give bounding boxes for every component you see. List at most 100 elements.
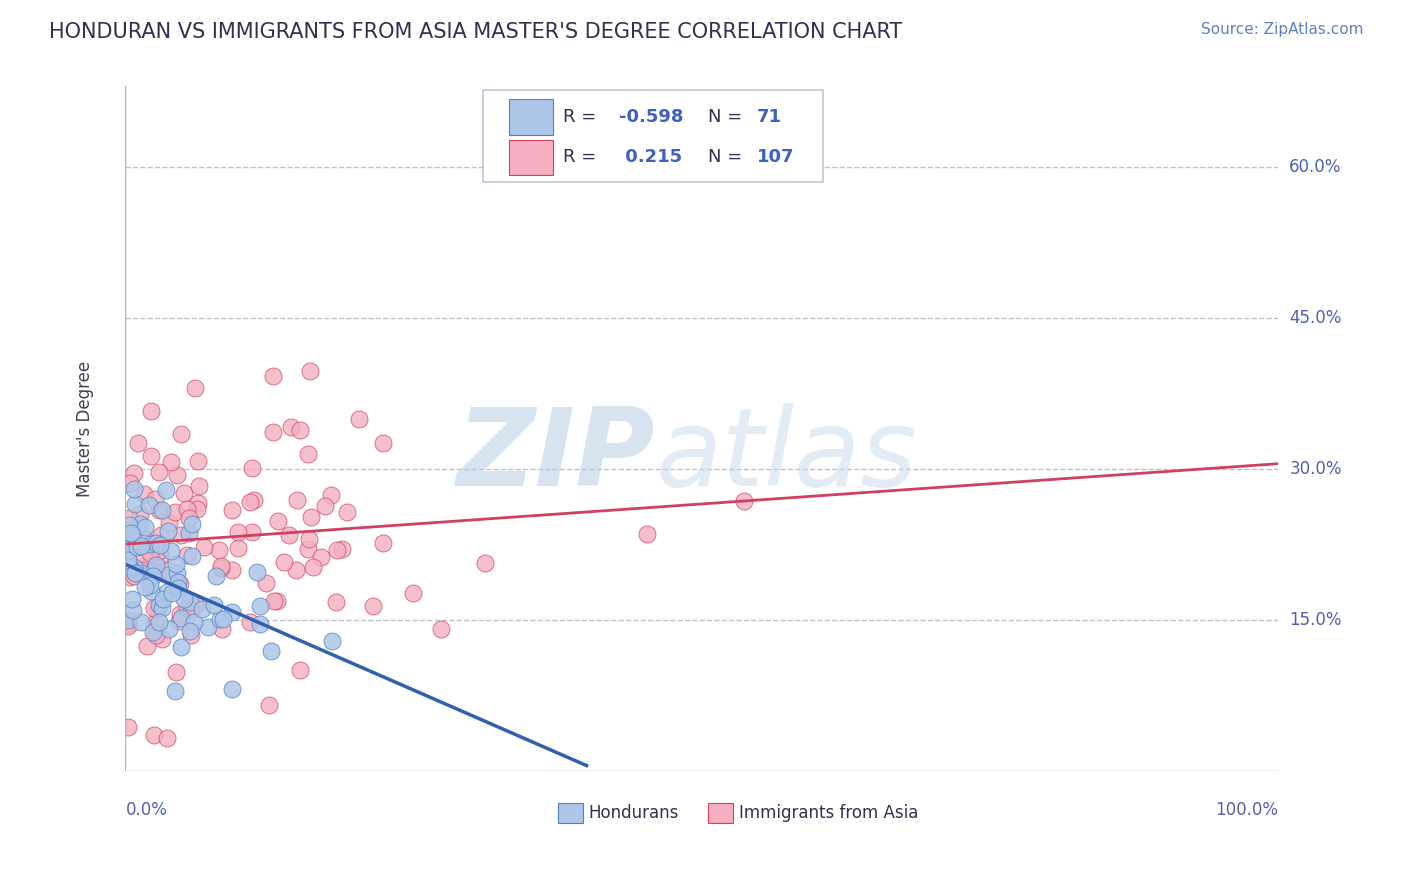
Point xyxy=(187,495,209,509)
Point xyxy=(170,611,193,625)
Point xyxy=(152,591,174,606)
Point xyxy=(143,616,166,631)
Point xyxy=(212,612,235,626)
Point xyxy=(263,593,285,607)
Point xyxy=(117,613,139,627)
Point xyxy=(129,563,152,577)
Point xyxy=(167,574,190,589)
Point xyxy=(118,559,141,574)
Point xyxy=(122,466,145,480)
Point xyxy=(402,586,425,600)
Point xyxy=(118,518,141,533)
FancyBboxPatch shape xyxy=(482,90,823,182)
Point xyxy=(157,516,180,531)
Point xyxy=(117,720,139,734)
Point xyxy=(170,640,193,654)
Point xyxy=(117,543,139,558)
Point xyxy=(371,536,394,550)
Bar xyxy=(509,99,553,135)
Point xyxy=(326,542,349,557)
Point xyxy=(139,403,162,417)
Point xyxy=(127,540,149,554)
Point xyxy=(166,468,188,483)
Point xyxy=(176,502,198,516)
Point xyxy=(117,560,139,574)
Point xyxy=(187,453,209,467)
Point xyxy=(155,483,177,497)
Point xyxy=(179,624,201,639)
Point xyxy=(209,559,232,574)
Point xyxy=(167,581,190,595)
Point xyxy=(162,585,184,599)
Point xyxy=(143,728,166,742)
Point xyxy=(122,538,145,552)
Point xyxy=(180,628,202,642)
Point xyxy=(173,591,195,606)
Point xyxy=(314,499,336,513)
Point xyxy=(165,684,187,698)
Point xyxy=(202,598,225,612)
Point xyxy=(373,435,395,450)
Point xyxy=(205,569,228,583)
Point xyxy=(249,599,271,613)
Point xyxy=(242,461,264,475)
Point xyxy=(139,558,162,572)
Point xyxy=(177,526,200,541)
Point xyxy=(134,549,156,564)
Point xyxy=(180,603,202,617)
Point xyxy=(139,584,162,599)
Point xyxy=(173,486,195,500)
Point xyxy=(239,615,262,630)
Point xyxy=(143,600,166,615)
Point xyxy=(288,663,311,677)
Point xyxy=(321,488,343,502)
Point xyxy=(181,549,204,563)
Point xyxy=(299,510,322,524)
Text: Hondurans: Hondurans xyxy=(589,804,679,822)
Point xyxy=(148,465,170,479)
Point xyxy=(142,566,165,580)
Point xyxy=(163,505,186,519)
Point xyxy=(129,615,152,630)
Point xyxy=(169,577,191,591)
Text: R =: R = xyxy=(564,108,602,126)
Text: ZIP: ZIP xyxy=(457,403,655,508)
Point xyxy=(430,622,453,636)
Point xyxy=(228,524,250,539)
Text: 100.0%: 100.0% xyxy=(1215,801,1278,819)
Point xyxy=(246,566,269,580)
Point xyxy=(165,557,187,571)
Point xyxy=(124,496,146,510)
Point xyxy=(120,526,142,541)
Point xyxy=(302,560,325,574)
Point xyxy=(129,566,152,581)
Point xyxy=(157,563,180,577)
Point xyxy=(170,527,193,541)
Point xyxy=(166,566,188,580)
Point xyxy=(208,542,231,557)
Point xyxy=(160,455,183,469)
Point xyxy=(132,531,155,545)
Point xyxy=(266,594,288,608)
Point xyxy=(150,632,173,647)
Point xyxy=(129,507,152,521)
Point xyxy=(157,524,180,539)
Text: Master's Degree: Master's Degree xyxy=(76,360,94,497)
Point xyxy=(127,436,149,450)
Point xyxy=(266,515,288,529)
Point xyxy=(188,479,211,493)
Point xyxy=(122,603,145,617)
Point xyxy=(208,611,231,625)
Point xyxy=(176,600,198,615)
Point xyxy=(121,591,143,606)
Text: 0.215: 0.215 xyxy=(619,148,682,166)
Point xyxy=(143,491,166,506)
Point xyxy=(148,598,170,612)
Point xyxy=(240,524,263,539)
Text: HONDURAN VS IMMIGRANTS FROM ASIA MASTER'S DEGREE CORRELATION CHART: HONDURAN VS IMMIGRANTS FROM ASIA MASTER'… xyxy=(49,22,903,42)
Point xyxy=(221,502,243,516)
Point xyxy=(284,563,307,577)
Point xyxy=(150,601,173,615)
Point xyxy=(330,541,353,556)
Point xyxy=(124,566,146,580)
